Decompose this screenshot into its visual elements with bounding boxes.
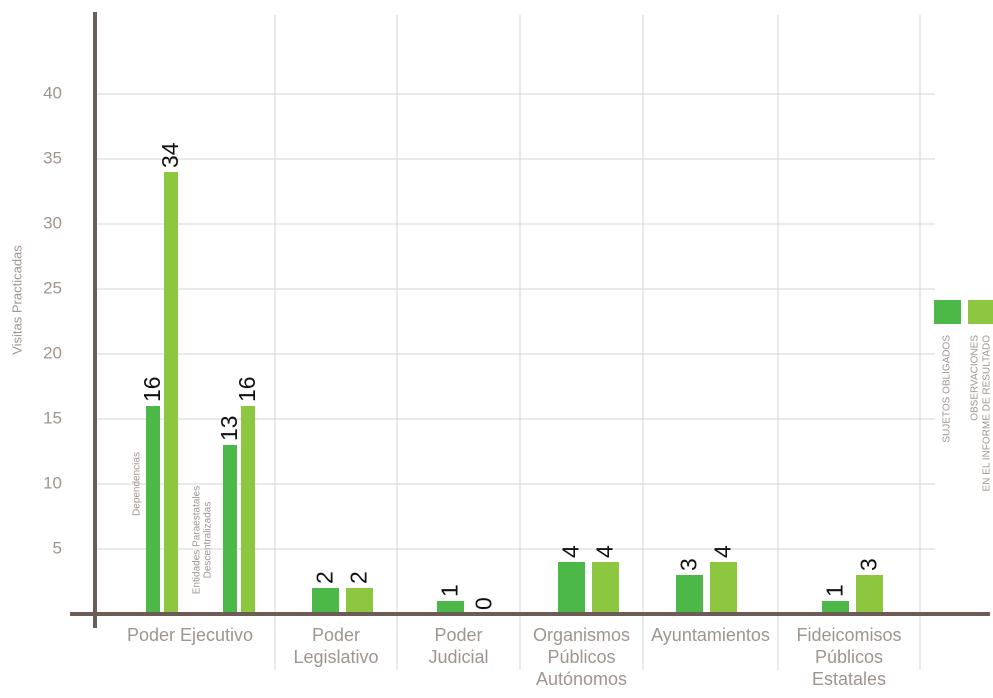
bar	[146, 406, 160, 614]
legend-label: SUJETOS OBLIGADOS	[942, 335, 953, 443]
value-label: 3	[856, 558, 882, 571]
value-label: 2	[346, 571, 372, 584]
x-tick-label: Autónomos	[536, 669, 627, 689]
subcategory-label: Descentralizadas	[203, 502, 214, 579]
bar	[558, 562, 585, 614]
value-label: 3	[676, 558, 702, 571]
y-tick-label: 35	[43, 148, 62, 167]
bar	[676, 575, 703, 614]
bar	[592, 562, 619, 614]
value-label: 0	[471, 597, 497, 610]
x-tick-label: Judicial	[428, 647, 488, 667]
value-label: 34	[157, 142, 183, 168]
y-tick-label: 30	[43, 213, 62, 232]
x-tick-label: Públicos	[815, 647, 883, 667]
x-tick-label: Poder	[312, 625, 360, 645]
bar	[346, 588, 373, 614]
value-label: 16	[234, 376, 260, 402]
x-tick-label: Públicos	[547, 647, 615, 667]
bar	[241, 406, 255, 614]
legend-label: EN EL INFORME DE RESULTADO	[982, 335, 993, 492]
bar	[856, 575, 883, 614]
subcategory-label: Dependencias	[132, 452, 143, 516]
legend-swatch	[934, 300, 961, 324]
bar	[223, 445, 237, 614]
x-tick-label: Legislativo	[293, 647, 378, 667]
subcategory-label: Entidades Paraestatales	[192, 486, 203, 594]
value-label: 1	[437, 584, 463, 597]
bar	[437, 601, 464, 614]
x-tick-label: Ayuntamientos	[651, 625, 770, 645]
x-tick-label: Fideicomisos	[796, 625, 901, 645]
bar	[312, 588, 339, 614]
bar	[710, 562, 737, 614]
y-tick-label: 10	[43, 473, 62, 492]
y-tick-label: 40	[43, 83, 62, 102]
legend-label: OBSERVACIONES	[970, 335, 981, 421]
value-label: 4	[710, 545, 736, 558]
bar	[822, 601, 849, 614]
legend-swatch	[968, 300, 993, 324]
x-tick-label: Organismos	[533, 625, 630, 645]
value-label: 16	[139, 376, 165, 402]
y-axis-label: Visitas Practicadas	[9, 245, 24, 355]
value-label: 4	[558, 545, 584, 558]
value-label: 2	[312, 571, 338, 584]
value-label: 4	[592, 545, 618, 558]
x-tick-label: Poder Ejecutivo	[127, 625, 253, 645]
value-label: 13	[216, 415, 242, 441]
y-tick-label: 15	[43, 408, 62, 427]
y-tick-label: 20	[43, 343, 62, 362]
x-tick-label: Poder	[434, 625, 482, 645]
y-tick-label: 25	[43, 278, 62, 297]
y-tick-label: 5	[53, 538, 62, 557]
bar	[164, 172, 178, 614]
x-tick-label: Estatales	[812, 669, 886, 689]
value-label: 1	[822, 584, 848, 597]
